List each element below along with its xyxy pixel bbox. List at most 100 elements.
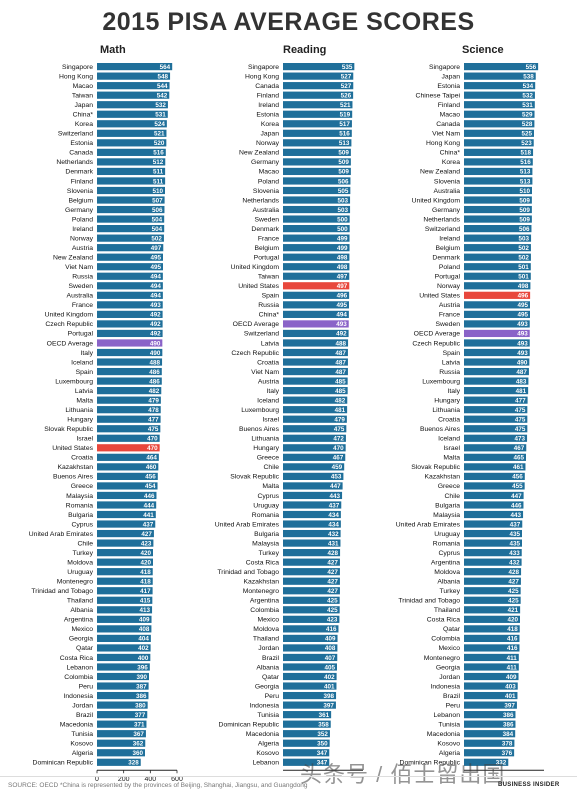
math-category-label: Sweden <box>68 283 93 290</box>
science-bar <box>464 653 519 662</box>
reading-category-label: France <box>258 235 279 242</box>
science-bar <box>464 739 515 747</box>
reading-category-label: Thailand <box>253 636 279 643</box>
science-bar <box>464 63 539 71</box>
science-bar <box>464 406 528 414</box>
science-value-label: 509 <box>519 207 530 214</box>
math-bar <box>97 549 153 557</box>
reading-bar <box>283 139 352 147</box>
math-bar <box>97 367 162 376</box>
math-value-label: 504 <box>152 216 163 223</box>
science-bar <box>464 644 520 652</box>
science-category-label: Iceland <box>438 436 460 443</box>
reading-bar <box>283 329 349 338</box>
reading-bar <box>283 539 341 547</box>
science-bar <box>464 720 516 728</box>
science-bar <box>464 529 522 538</box>
science-value-label: 493 <box>517 331 528 338</box>
science-value-label: 481 <box>516 388 527 395</box>
math-category-label: Austria <box>72 245 93 252</box>
science-bar <box>464 129 534 137</box>
math-bar <box>97 358 163 366</box>
math-category-label: Belgium <box>68 197 93 204</box>
science-value-label: 516 <box>520 159 531 166</box>
math-category-label: France <box>72 302 93 309</box>
science-category-label: Qatar <box>443 626 461 633</box>
science-value-label: 487 <box>516 369 527 376</box>
science-category-label: Croatia <box>438 417 460 424</box>
math-category-label: Japan <box>74 102 93 109</box>
reading-category-label: Argentina <box>250 598 279 605</box>
science-bar <box>464 691 518 700</box>
reading-category-label: Montenegro <box>243 588 279 595</box>
reading-bar <box>283 244 350 252</box>
math-bar <box>97 329 163 338</box>
math-value-label: 502 <box>151 235 162 242</box>
science-bar <box>464 711 516 719</box>
math-category-label: Czech Republic <box>45 321 93 328</box>
reading-category-label: Buenos Aires <box>239 426 280 433</box>
science-category-label: China* <box>440 150 461 157</box>
science-category-label: Belgium <box>435 245 460 252</box>
math-value-label: 495 <box>150 255 161 262</box>
science-bar <box>464 682 518 690</box>
science-bar <box>464 339 530 347</box>
reading-bar <box>283 186 351 195</box>
math-category-label: Argentina <box>64 617 93 624</box>
reading-bar <box>283 739 330 747</box>
science-bar <box>464 158 533 166</box>
math-value-label: 507 <box>152 197 163 204</box>
math-category-label: Greece <box>71 483 94 490</box>
math-bar <box>97 539 154 547</box>
math-bar <box>97 63 173 71</box>
science-category-label: Jordan <box>439 674 460 681</box>
reading-bar <box>283 101 353 109</box>
reading-value-label: 499 <box>337 235 348 242</box>
reading-bar <box>283 549 341 557</box>
science-value-label: 456 <box>512 474 523 481</box>
math-bar <box>97 196 165 204</box>
science-category-label: Romania <box>433 540 460 547</box>
math-value-label: 360 <box>132 750 143 757</box>
reading-bar <box>283 415 347 423</box>
science-bar <box>464 634 520 642</box>
reading-value-label: 506 <box>338 178 349 185</box>
reading-value-label: 498 <box>337 264 348 271</box>
reading-bar <box>283 691 337 700</box>
science-bar <box>464 367 529 376</box>
math-bar <box>97 186 165 195</box>
reading-category-label: Algeria <box>258 741 279 748</box>
science-category-label: United Arab Emirates <box>396 521 461 528</box>
math-value-label: 400 <box>138 655 149 662</box>
reading-category-label: Tunisia <box>257 712 279 719</box>
science-bar <box>464 568 522 576</box>
reading-value-label: 487 <box>335 359 346 366</box>
reading-category-label: Colombia <box>250 607 279 614</box>
reading-value-label: 500 <box>337 226 348 233</box>
math-bar <box>97 634 151 642</box>
math-bar <box>97 310 163 318</box>
science-value-label: 473 <box>515 436 526 443</box>
reading-value-label: 495 <box>336 302 347 309</box>
math-bar <box>97 510 156 519</box>
science-category-label: Moldova <box>434 569 460 576</box>
math-value-label: 441 <box>143 512 154 519</box>
math-value-label: 478 <box>148 407 159 414</box>
reading-value-label: 407 <box>325 655 336 662</box>
math-value-label: 479 <box>148 397 159 404</box>
math-value-label: 512 <box>153 159 164 166</box>
reading-bar <box>283 272 350 280</box>
reading-bar <box>283 672 337 681</box>
math-value-label: 420 <box>140 550 151 557</box>
reading-value-label: 427 <box>327 559 338 566</box>
reading-value-label: 425 <box>327 598 338 605</box>
reading-bar <box>283 758 330 766</box>
science-bar <box>464 482 525 490</box>
reading-bar <box>283 463 345 471</box>
math-value-label: 497 <box>151 245 162 252</box>
science-category-label: Viet Nam <box>432 131 460 138</box>
reading-category-label: Japan <box>260 131 279 138</box>
math-x-tick-label: 0 <box>95 776 99 783</box>
math-category-label: Denmark <box>65 169 93 176</box>
math-bar <box>97 348 163 357</box>
